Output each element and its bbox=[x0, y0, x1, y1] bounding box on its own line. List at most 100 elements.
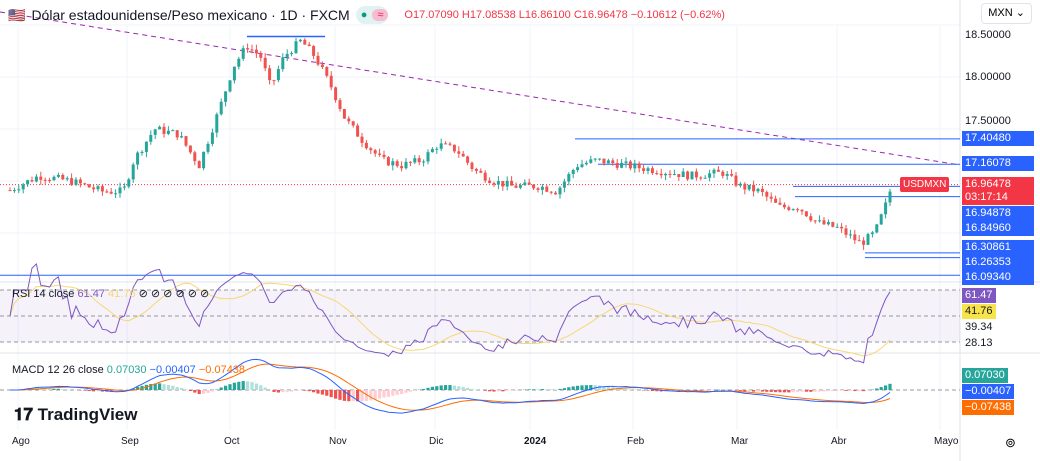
candle-body bbox=[818, 220, 822, 222]
rsi-legend[interactable]: RSI 14 close 61.47 41.76 ⊘ ⊘ ⊘ ⊘ ⊘ ⊘ bbox=[12, 287, 209, 300]
macd-histogram-bar bbox=[699, 390, 703, 391]
macd-histogram-bar bbox=[294, 390, 298, 391]
macd-histogram-bar bbox=[562, 388, 566, 390]
macd-histogram-bar bbox=[782, 390, 786, 393]
bar-countdown: 03:17:14 bbox=[965, 191, 1008, 203]
candle-body bbox=[831, 222, 835, 227]
candle-body bbox=[752, 184, 756, 192]
candle-body bbox=[316, 55, 320, 65]
rsi-ma-line bbox=[9, 282, 891, 357]
candle-body bbox=[34, 176, 38, 182]
candle-body bbox=[580, 164, 584, 168]
macd-line bbox=[9, 358, 891, 414]
candle-body bbox=[756, 188, 760, 192]
candle-body bbox=[21, 184, 25, 190]
candle-body bbox=[395, 161, 399, 167]
candle-body bbox=[488, 180, 492, 184]
candle-body bbox=[501, 181, 505, 187]
macd-histogram-bar bbox=[193, 390, 197, 393]
status-pill[interactable]: ● ≈ bbox=[355, 6, 389, 24]
currency-select[interactable]: MXN ⌄ bbox=[981, 3, 1032, 24]
candle-body bbox=[356, 125, 360, 137]
candle-body bbox=[567, 174, 571, 182]
candle-body bbox=[452, 144, 456, 152]
candle-body bbox=[144, 141, 148, 152]
macd-signal-line bbox=[9, 363, 891, 411]
price-tick: 17.50000 bbox=[965, 115, 1011, 127]
rsi-axis-label: 61.47 bbox=[962, 288, 996, 303]
candle-body bbox=[408, 161, 412, 163]
chevron-down-icon: ⌄ bbox=[1015, 7, 1025, 19]
candle-body bbox=[96, 186, 100, 190]
settings-icon[interactable]: ⊚ bbox=[1005, 435, 1016, 450]
candle-body bbox=[708, 173, 712, 178]
macd-histogram-bar bbox=[439, 385, 443, 390]
candle-body bbox=[237, 58, 241, 67]
tradingview-logo[interactable]: 𝟏𝟕 TradingView bbox=[14, 405, 137, 425]
candle-body bbox=[351, 121, 355, 126]
candle-body bbox=[857, 240, 861, 242]
macd-histogram-bar bbox=[378, 390, 382, 399]
macd-histogram-bar bbox=[96, 390, 100, 392]
candle-body bbox=[461, 153, 465, 157]
macd-histogram-bar bbox=[281, 390, 285, 393]
candle-body bbox=[259, 53, 263, 58]
candle-body bbox=[540, 186, 544, 190]
macd-histogram-bar bbox=[835, 390, 839, 391]
macd-histogram-bar bbox=[483, 390, 487, 391]
macd-histogram-bar bbox=[347, 390, 351, 402]
macd-histogram-bar bbox=[114, 390, 118, 392]
candle-body bbox=[637, 163, 641, 169]
candle-body bbox=[681, 171, 685, 177]
macd-histogram-bar bbox=[237, 381, 241, 390]
candle-body bbox=[162, 126, 166, 134]
macd-histogram-bar bbox=[532, 389, 536, 390]
macd-histogram-bar bbox=[862, 390, 866, 392]
macd-histogram-bar bbox=[351, 390, 355, 402]
market-open-icon: ● bbox=[360, 9, 368, 21]
time-axis-label: Mayo bbox=[934, 436, 959, 447]
macd-histogram-bar bbox=[404, 390, 408, 393]
candle-body bbox=[677, 174, 681, 177]
candle-body bbox=[281, 57, 285, 70]
macd-histogram-bar bbox=[703, 390, 707, 391]
candle-body bbox=[422, 161, 426, 163]
macd-histogram-bar bbox=[620, 388, 624, 390]
macd-histogram-bar bbox=[241, 381, 245, 390]
candle-body bbox=[48, 179, 52, 181]
candle-body bbox=[690, 171, 694, 180]
candle-body bbox=[171, 130, 175, 132]
candle-body bbox=[870, 232, 874, 235]
candle-body bbox=[43, 179, 47, 181]
macd-histogram-bar bbox=[747, 390, 751, 392]
macd-hist-value: 0.07030 bbox=[106, 364, 147, 376]
macd-signal-value: −0.07438 bbox=[198, 364, 246, 376]
candle-body bbox=[866, 234, 870, 245]
candle-body bbox=[510, 180, 514, 186]
macd-histogram-bar bbox=[584, 385, 588, 390]
macd-histogram-bar bbox=[386, 390, 390, 397]
time-axis-label: Dic bbox=[429, 436, 444, 447]
high-value: H17.08538 bbox=[461, 9, 516, 21]
macd-histogram-bar bbox=[589, 385, 593, 390]
candle-body bbox=[386, 157, 390, 166]
macd-histogram-bar bbox=[369, 390, 373, 401]
macd-histogram-bar bbox=[884, 385, 888, 390]
macd-histogram-bar bbox=[400, 390, 404, 395]
macd-histogram-bar bbox=[149, 384, 153, 390]
candle-body bbox=[320, 64, 324, 68]
candle-body bbox=[884, 202, 888, 215]
candle-body bbox=[457, 151, 461, 154]
macd-histogram-bar bbox=[162, 384, 166, 390]
macd-legend[interactable]: MACD 12 26 close 0.07030 −0.00407 −0.074… bbox=[12, 364, 245, 376]
candle-body bbox=[404, 161, 408, 169]
macd-histogram-bar bbox=[408, 390, 412, 392]
candle-body bbox=[620, 162, 624, 168]
macd-histogram-bar bbox=[430, 386, 434, 390]
candle-body bbox=[285, 53, 289, 58]
macd-histogram-bar bbox=[307, 390, 311, 392]
symbol-title[interactable]: Dólar estadounidense/Peso mexicano · 1D … bbox=[31, 7, 350, 23]
macd-histogram-bar bbox=[501, 390, 505, 392]
